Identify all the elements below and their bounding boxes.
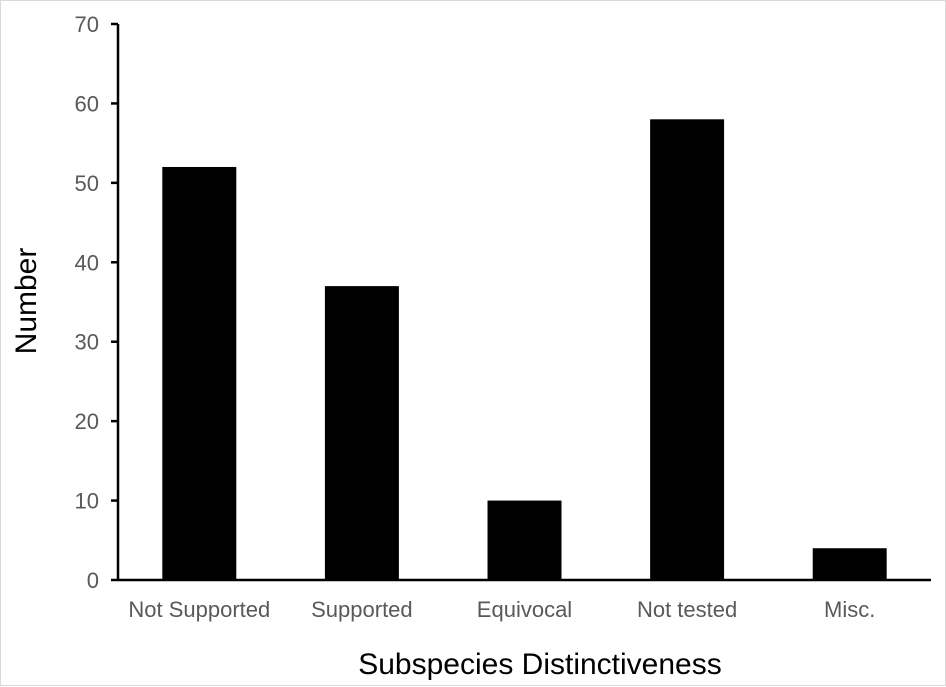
bars-group xyxy=(162,119,887,580)
x-axis-title: Subspecies Distinctiveness xyxy=(358,648,722,681)
y-tick-label: 50 xyxy=(75,171,99,196)
bar-misc xyxy=(812,548,887,580)
bar-not-tested xyxy=(650,119,725,580)
x-tick-label: Not Supported xyxy=(128,597,270,622)
bar-equivocal xyxy=(487,500,562,580)
y-tick-label: 30 xyxy=(75,330,99,355)
y-axis: 0 10 20 30 40 50 60 70 xyxy=(75,12,120,593)
x-tick-label: Not tested xyxy=(637,597,737,622)
x-axis: Not Supported Supported Equivocal Not teste… xyxy=(118,578,931,622)
bar-supported xyxy=(324,286,399,580)
y-tick-label: 0 xyxy=(87,568,99,593)
x-tick-label: Misc. xyxy=(824,597,875,622)
y-tick-label: 10 xyxy=(75,489,99,514)
y-tick-label: 40 xyxy=(75,250,99,275)
y-tick-label: 70 xyxy=(75,12,99,37)
x-tick-label: Equivocal xyxy=(477,597,572,622)
bar-not-supported xyxy=(162,166,237,580)
y-tick-label: 20 xyxy=(75,409,99,434)
x-tick-label: Supported xyxy=(311,597,413,622)
y-tick-label: 60 xyxy=(75,91,99,116)
y-axis-title: Number xyxy=(10,248,43,355)
